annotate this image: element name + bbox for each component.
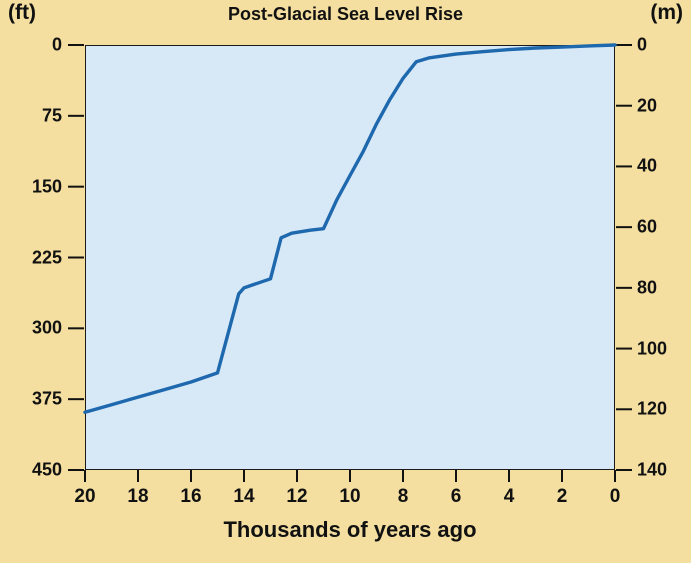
right-tick-label: 0 (637, 34, 648, 55)
right-tick-label: 80 (637, 277, 658, 298)
left-tick-label: 300 (31, 317, 62, 338)
plot-area (85, 45, 615, 470)
x-tick-label: 0 (609, 486, 621, 507)
left-axis-unit: (ft) (8, 1, 36, 24)
right-tick-label: 100 (637, 338, 668, 359)
right-tick-label: 20 (637, 95, 658, 116)
left-tick-label: 150 (31, 176, 62, 197)
x-tick-label: 6 (450, 486, 462, 507)
x-tick-label: 18 (127, 486, 149, 507)
x-tick-label: 10 (339, 486, 361, 507)
left-tick-label: 450 (31, 459, 62, 480)
right-tick-label: 60 (637, 216, 658, 237)
x-tick-label: 20 (74, 486, 96, 507)
x-tick-label: 16 (180, 486, 202, 507)
x-tick-label: 14 (233, 486, 255, 507)
x-axis-title: Thousands of years ago (223, 517, 477, 542)
right-tick-label: 120 (637, 398, 668, 419)
left-tick-label: 75 (41, 105, 62, 126)
left-tick-label: 0 (51, 34, 62, 55)
right-tick-label: 40 (637, 155, 658, 176)
x-tick-label: 12 (286, 486, 308, 507)
x-tick-label: 2 (556, 486, 568, 507)
right-tick-label: 140 (637, 459, 668, 480)
x-tick-label: 8 (397, 486, 409, 507)
left-tick-label: 225 (31, 247, 62, 267)
right-axis-unit: (m) (650, 1, 683, 24)
left-tick-label: 375 (31, 388, 62, 409)
x-tick-label: 4 (503, 486, 515, 507)
chart-title: Post-Glacial Sea Level Rise (227, 4, 464, 24)
